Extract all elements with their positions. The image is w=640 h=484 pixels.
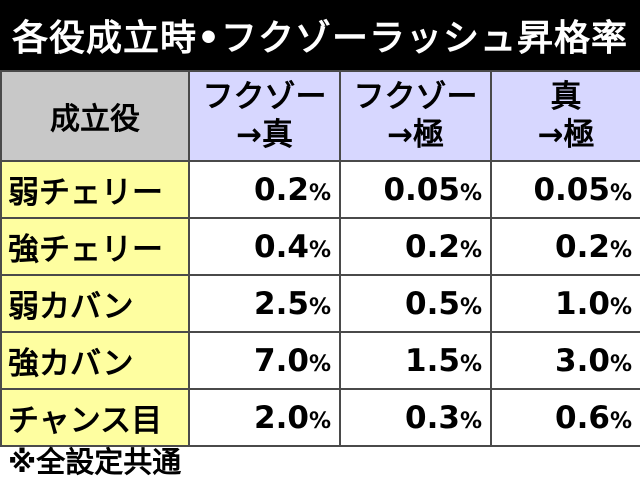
table-cell: 0.05%: [339, 160, 492, 219]
table-cell: 0.6%: [490, 388, 640, 447]
percent-unit: %: [459, 180, 482, 206]
row-header-label: 弱チェリー: [8, 175, 163, 211]
row-header-label: 強カバン: [8, 346, 134, 382]
column-header-label: フクゾー →極: [353, 79, 478, 153]
table-cell: 2.0%: [188, 388, 341, 447]
table-cell: 0.5%: [339, 274, 492, 333]
table-row: 弱チェリー 0.2% 0.05% 0.05%: [0, 160, 640, 219]
cell-value: 3.0: [555, 342, 610, 379]
percent-unit: %: [459, 237, 482, 263]
table-row: 強カバン 7.0% 1.5% 3.0%: [0, 331, 640, 390]
table-cell: 3.0%: [490, 331, 640, 390]
title-bar: 各役成立時•フクゾーラッシュ昇格率: [0, 0, 640, 70]
table-cell: 0.2%: [339, 217, 492, 276]
percent-unit: %: [609, 408, 632, 434]
row-header: 強カバン: [0, 331, 190, 390]
table-cell: 0.3%: [339, 388, 492, 447]
column-header-label: フクゾー →真: [202, 79, 327, 153]
row-header: 弱チェリー: [0, 160, 190, 219]
table-cell: 0.05%: [490, 160, 640, 219]
column-header-shin-to-kiwami: 真 →極: [490, 70, 640, 162]
column-header-label: 真 →極: [537, 79, 595, 153]
cell-value: 2.0: [254, 399, 309, 436]
percent-unit: %: [609, 351, 632, 377]
cell-value: 0.4: [254, 228, 309, 265]
cell-value: 0.2: [555, 228, 610, 265]
percent-unit: %: [459, 351, 482, 377]
table-row: チャンス目 2.0% 0.3% 0.6%: [0, 388, 640, 447]
cell-value: 0.2: [254, 171, 309, 208]
percent-unit: %: [609, 294, 632, 320]
row-header-label: チャンス目: [8, 403, 163, 439]
cell-value: 1.0: [555, 285, 610, 322]
cell-value: 1.5: [405, 342, 460, 379]
table-header-row: 成立役 フクゾー →真 フクゾー →極 真 →極: [0, 70, 640, 162]
table-cell: 7.0%: [188, 331, 341, 390]
table-cell: 0.4%: [188, 217, 341, 276]
row-header-label: 強チェリー: [8, 232, 163, 268]
percent-unit: %: [459, 408, 482, 434]
percent-unit: %: [308, 294, 331, 320]
table-row: 強チェリー 0.4% 0.2% 0.2%: [0, 217, 640, 276]
percent-unit: %: [308, 408, 331, 434]
table-row: 弱カバン 2.5% 0.5% 1.0%: [0, 274, 640, 333]
percent-unit: %: [308, 351, 331, 377]
column-header-fukuzo-to-kiwami: フクゾー →極: [339, 70, 492, 162]
percent-unit: %: [459, 294, 482, 320]
table-cell: 1.0%: [490, 274, 640, 333]
row-header: チャンス目: [0, 388, 190, 447]
cell-value: 0.5: [405, 285, 460, 322]
cell-value: 0.05: [533, 171, 610, 208]
cell-value: 2.5: [254, 285, 309, 322]
table-cell: 2.5%: [188, 274, 341, 333]
percent-unit: %: [609, 180, 632, 206]
table-cell: 0.2%: [490, 217, 640, 276]
corner-header: 成立役: [0, 70, 190, 162]
cell-value: 0.05: [383, 171, 460, 208]
promotion-rate-table: 成立役 フクゾー →真 フクゾー →極 真 →極 弱チェリー 0.2% 0.05…: [0, 70, 640, 447]
percent-unit: %: [308, 180, 331, 206]
corner-header-label: 成立役: [50, 102, 140, 137]
percent-unit: %: [609, 237, 632, 263]
table-cell: 0.2%: [188, 160, 341, 219]
row-header: 弱カバン: [0, 274, 190, 333]
column-header-fukuzo-to-shin: フクゾー →真: [188, 70, 341, 162]
row-header: 強チェリー: [0, 217, 190, 276]
cell-value: 0.6: [555, 399, 610, 436]
cell-value: 7.0: [254, 342, 309, 379]
table-cell: 1.5%: [339, 331, 492, 390]
page-title: 各役成立時•フクゾーラッシュ昇格率: [11, 18, 628, 59]
percent-unit: %: [308, 237, 331, 263]
cell-value: 0.3: [405, 399, 460, 436]
cell-value: 0.2: [405, 228, 460, 265]
row-header-label: 弱カバン: [8, 289, 134, 325]
footnote: ※全設定共通: [8, 445, 182, 479]
